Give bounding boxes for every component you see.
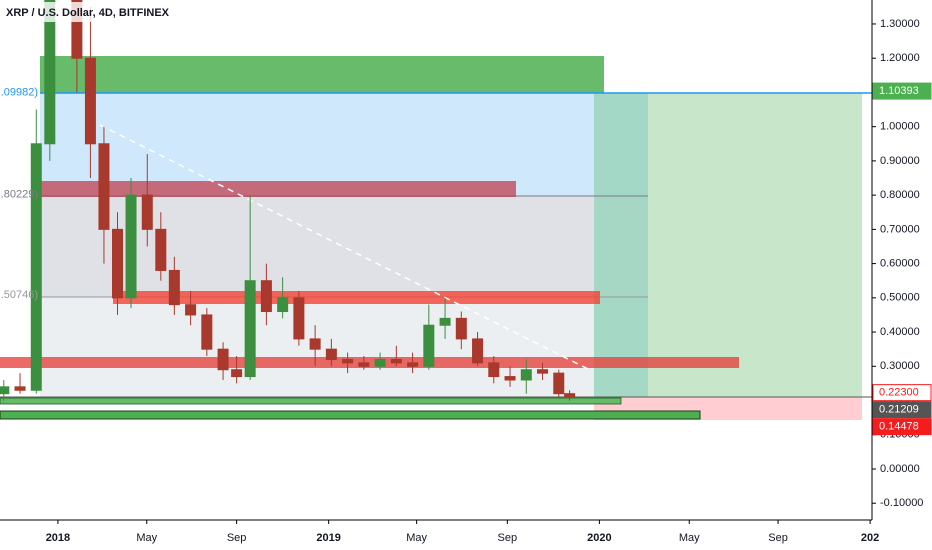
price-label: 0.14478 [879, 421, 919, 433]
y-tick-label: 1.30000 [880, 18, 920, 30]
candle-body [423, 324, 435, 367]
candle-body [98, 143, 110, 230]
candle-body [201, 314, 213, 350]
zone-red [40, 181, 516, 197]
candle-body [244, 280, 256, 378]
x-tick-label: May [136, 532, 157, 544]
chart-title: XRP / U.S. Dollar, 4D, BITFINEX [6, 7, 170, 19]
candle-body [217, 348, 229, 371]
y-tick-label: 0.70000 [880, 223, 920, 235]
candles [0, 0, 576, 401]
candle-body [141, 194, 153, 230]
title-bg [0, 2, 172, 22]
zone-red [0, 357, 739, 368]
candle-body [185, 304, 197, 316]
candle-body [125, 194, 137, 299]
x-tick-label: 2019 [316, 532, 340, 544]
x-tick-label: Sep [498, 532, 518, 544]
x-tick-label: 2020 [587, 532, 611, 544]
zone-green [40, 56, 604, 93]
candle-body [168, 269, 180, 306]
y-tick-label: 0.40000 [880, 326, 920, 338]
candle-body [537, 369, 549, 374]
candle-body [358, 362, 370, 367]
candle-body [553, 372, 565, 395]
price-label: 0.22300 [879, 387, 919, 399]
price-label-bg [872, 384, 932, 402]
candle-body [407, 362, 419, 367]
candle-body [564, 393, 576, 398]
candle-body [0, 386, 10, 395]
price-label-bg [872, 418, 932, 436]
x-tick-label: 202 [861, 532, 879, 544]
zone-green [0, 410, 701, 420]
zone-green [0, 397, 622, 405]
y-tick-label: 1.20000 [880, 52, 920, 64]
price-label: 1.10393 [879, 85, 919, 97]
trend-line [99, 124, 591, 371]
candle-body [155, 228, 167, 271]
candle-body [30, 143, 42, 391]
x-tick-label: May [406, 532, 427, 544]
fib-zone [40, 297, 648, 397]
candle-body [84, 57, 96, 145]
candle-body [71, 0, 83, 59]
price-label-bg [872, 401, 932, 419]
candle-body [260, 280, 272, 313]
fib-label: .09982) [1, 86, 38, 98]
candle-body [455, 317, 467, 340]
x-tick-label: Sep [768, 532, 788, 544]
x-tick-label: 2018 [46, 532, 70, 544]
y-tick-label: 0.30000 [880, 360, 920, 372]
long-target [648, 93, 862, 397]
y-tick-label: 0.90000 [880, 155, 920, 167]
y-tick-label: 0.50000 [880, 292, 920, 304]
candle-body [374, 358, 386, 367]
candle-body [14, 386, 26, 391]
candle-body [309, 338, 321, 350]
drawings [0, 0, 872, 420]
candle-body [439, 317, 451, 326]
candle-body [293, 297, 305, 340]
price-label: 0.21209 [879, 404, 919, 416]
long-target [594, 93, 648, 397]
candle-body [44, 0, 56, 145]
zone-red [113, 291, 600, 304]
candle-body [504, 376, 516, 381]
candle-body [390, 358, 402, 364]
x-tick-label: Sep [227, 532, 247, 544]
x-tick-label: May [679, 532, 700, 544]
y-tick-label: 1.00000 [880, 121, 920, 133]
fib-zone [40, 93, 648, 196]
candle-body [342, 358, 354, 364]
candle-body [488, 362, 500, 378]
candle-body [277, 297, 289, 313]
y-tick-label: 0.60000 [880, 258, 920, 270]
y-tick-label: 0.00000 [880, 463, 920, 475]
candle-body [520, 369, 532, 381]
candle-body [472, 338, 484, 364]
fib-label: .80229) [1, 188, 38, 200]
y-tick-label: -0.10000 [880, 497, 923, 509]
candle-body [325, 348, 337, 360]
price-label-bg [872, 82, 932, 100]
y-tick-label: 0.80000 [880, 189, 920, 201]
fib-zone [40, 196, 648, 297]
fib-label: .50746) [1, 289, 38, 301]
candle-body [111, 228, 123, 299]
candle-body [231, 369, 243, 378]
